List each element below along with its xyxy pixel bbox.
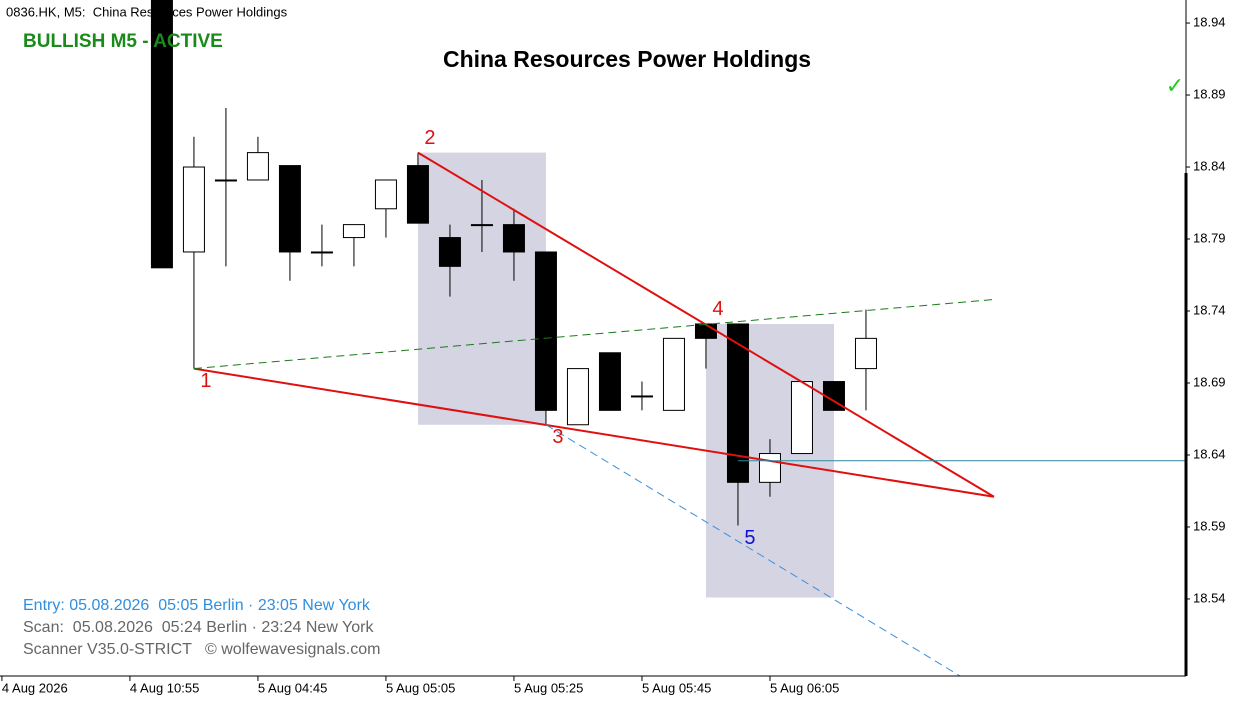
candle-body [662,337,685,411]
y-tick-label: 18.69 [1193,374,1226,389]
wave-line [193,367,995,498]
candle-body [790,381,813,455]
wave-label: 1 [200,370,211,392]
x-tick-label: 4 Aug 10:55 [130,680,199,695]
x-tick-label: 5 Aug 05:25 [514,680,583,695]
y-tick-label: 18.94 [1193,14,1226,29]
x-tick-label: 5 Aug 05:05 [386,680,455,695]
candle-body [182,166,205,253]
candle-body [310,251,333,254]
candle-body [246,152,269,181]
candle-body [534,251,557,411]
x-tick-label: 4 Aug 2026 [2,680,68,695]
x-tick-label: 5 Aug 06:05 [770,680,839,695]
candle-body [374,179,397,210]
wave-label: 3 [552,426,563,448]
y-tick-label: 18.54 [1193,590,1226,605]
wave-label: 2 [424,127,435,149]
candle-body [502,224,525,253]
candle-body [758,453,781,483]
candle-body [854,337,877,370]
candle-body [214,179,237,182]
candle-body [278,165,301,253]
plot-area [150,0,1186,676]
y-tick-label: 18.59 [1193,518,1226,533]
y-tick-label: 18.84 [1193,158,1226,173]
y-tick-label: 18.64 [1193,446,1226,461]
candle-body [566,368,589,426]
candle-body [694,323,717,339]
y-tick-label: 18.74 [1193,302,1226,317]
chart-title: China Resources Power Holdings [443,46,811,72]
wave-line [193,298,995,370]
x-tick-label: 5 Aug 05:45 [642,680,711,695]
y-tick-label: 18.79 [1193,230,1226,245]
scan-text: Scan: 05.08.2026 05:24 Berlin · 23:24 Ne… [23,619,374,636]
candle-body [470,224,493,227]
candle-body [438,237,461,267]
candle-body [342,224,365,239]
wave-label: 4 [712,298,723,320]
check-mark: ✓ [1166,73,1184,98]
entry-text: Entry: 05.08.2026 05:05 Berlin · 23:05 N… [23,597,371,614]
symbol-header: 0836.HK, M5: China Resources Power Holdi… [6,4,288,19]
x-tick-label: 5 Aug 04:45 [258,680,327,695]
scanner-text: Scanner V35.0-STRICT © wolfewavesignals.… [23,641,380,658]
wave-line [545,424,961,676]
status-label: BULLISH M5 - ACTIVE [23,31,223,52]
candle-body [406,165,429,224]
wave-label: 5 [744,527,755,549]
candle-body [630,395,653,398]
candle-body [598,352,621,411]
candle-body [150,0,173,269]
y-tick-label: 18.89 [1193,86,1226,101]
candle-body [726,323,749,483]
